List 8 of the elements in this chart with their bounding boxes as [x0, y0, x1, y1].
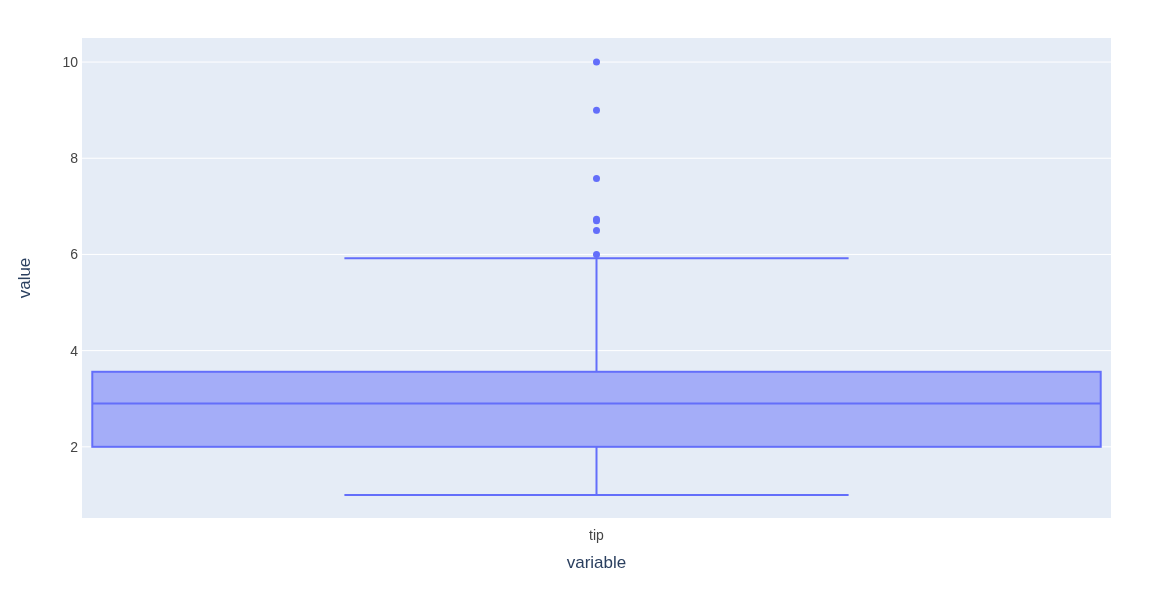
y-tick-label: 6: [70, 246, 79, 263]
y-tick-label: 10: [62, 53, 79, 70]
x-tick-label: tip: [589, 526, 605, 543]
y-tick-label: 4: [70, 342, 79, 359]
x-axis-title: variable: [566, 553, 627, 572]
y-tick-label: 8: [70, 150, 79, 167]
y-tick-label: 2: [70, 438, 79, 455]
y-axis-title: value: [15, 257, 34, 299]
